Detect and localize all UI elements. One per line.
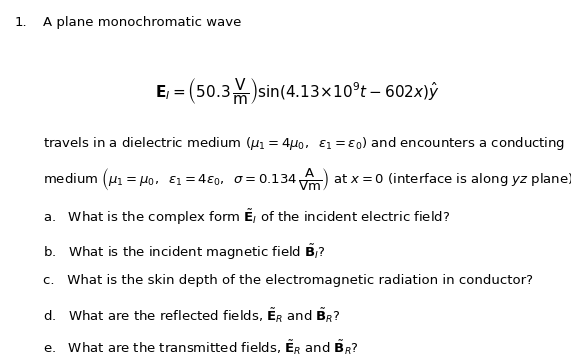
Text: e.   What are the transmitted fields, $\tilde{\mathbf{E}}_R$ and $\tilde{\mathbf: e. What are the transmitted fields, $\ti… xyxy=(43,338,359,354)
Text: 1.: 1. xyxy=(14,16,27,29)
Text: medium $\left(\mu_1 = \mu_0,\;\; \varepsilon_1 = 4\varepsilon_0,\;\; \sigma = 0.: medium $\left(\mu_1 = \mu_0,\;\; \vareps… xyxy=(43,166,571,193)
Text: A plane monochromatic wave: A plane monochromatic wave xyxy=(43,16,241,29)
Text: a.   What is the complex form $\tilde{\mathbf{E}}_I$ of the incident electric fi: a. What is the complex form $\tilde{\mat… xyxy=(43,207,450,227)
Text: $\mathbf{E}_I = \left(50.3\,\dfrac{\mathrm{V}}{\mathrm{m}}\right)\sin(4.13\!\tim: $\mathbf{E}_I = \left(50.3\,\dfrac{\math… xyxy=(155,76,439,106)
Text: d.   What are the reflected fields, $\tilde{\mathbf{E}}_R$ and $\tilde{\mathbf{B: d. What are the reflected fields, $\tild… xyxy=(43,306,340,325)
Text: c.   What is the skin depth of the electromagnetic radiation in conductor?: c. What is the skin depth of the electro… xyxy=(43,274,533,287)
Text: travels in a dielectric medium $(\mu_1 = 4\mu_0,\;\; \varepsilon_1 = \varepsilon: travels in a dielectric medium $(\mu_1 =… xyxy=(43,135,565,152)
Text: b.   What is the incident magnetic field $\tilde{\mathbf{B}}_I$?: b. What is the incident magnetic field $… xyxy=(43,242,325,262)
